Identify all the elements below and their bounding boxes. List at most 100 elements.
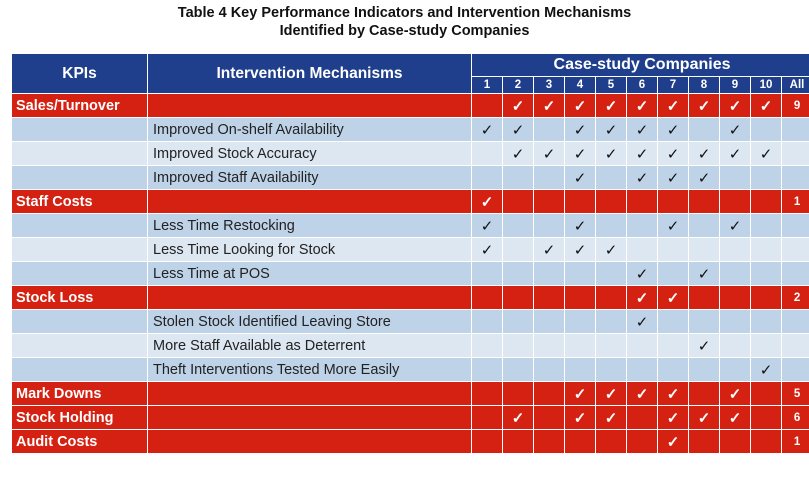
empty-cell — [719, 165, 751, 190]
kpi-table: KPIs Intervention Mechanisms Case-study … — [11, 53, 809, 454]
empty-cell — [750, 405, 782, 430]
empty-cell — [626, 213, 658, 238]
mechanism-row: Improved On-shelf Availability ✓ ✓ ✓ ✓ ✓ ✓ ✓ — [11, 117, 809, 142]
mechanism-empty-cell — [147, 405, 472, 430]
mechanism-row: Less Time Looking for Stock ✓ ✓ ✓ ✓ — [11, 237, 809, 262]
empty-cell — [533, 381, 565, 406]
check-icon-cell: ✓ — [595, 381, 627, 406]
empty-cell — [533, 213, 565, 238]
empty-cell — [564, 261, 596, 286]
empty-cell — [657, 333, 689, 358]
check-icon-cell: ✓ — [471, 213, 503, 238]
header-col-all: All — [780, 76, 809, 94]
check-icon-cell: ✓ — [626, 309, 658, 334]
kpi-empty-cell — [11, 165, 148, 190]
empty-cell — [657, 237, 689, 262]
kpi-row: Audit Costs ✓ 1 — [11, 429, 809, 454]
empty-cell — [688, 213, 720, 238]
empty-cell — [750, 429, 782, 454]
all-count: 5 — [780, 381, 809, 406]
empty-cell — [750, 165, 782, 190]
check-icon-cell: ✓ — [502, 141, 534, 166]
empty-cell — [533, 405, 565, 430]
check-icon-cell: ✓ — [657, 381, 689, 406]
header-col-8: 8 — [688, 76, 720, 94]
empty-cell — [626, 405, 658, 430]
check-icon-cell: ✓ — [688, 333, 720, 358]
empty-cell — [564, 429, 596, 454]
empty-cell — [626, 237, 658, 262]
all-count: 1 — [780, 429, 809, 454]
check-icon-cell: ✓ — [719, 213, 751, 238]
header-mechanisms: Intervention Mechanisms — [147, 53, 472, 94]
mechanism-empty-cell — [147, 285, 472, 310]
empty-cell — [502, 261, 534, 286]
empty-cell — [750, 117, 782, 142]
header-col-10: 10 — [750, 76, 782, 94]
all-empty-cell — [780, 309, 809, 334]
empty-cell — [471, 405, 503, 430]
empty-cell — [750, 381, 782, 406]
check-icon-cell: ✓ — [595, 141, 627, 166]
empty-cell — [688, 117, 720, 142]
all-empty-cell — [780, 237, 809, 262]
title-line-2: Identified by Case-study Companies — [279, 23, 530, 39]
check-icon-cell: ✓ — [564, 381, 596, 406]
check-icon-cell: ✓ — [688, 141, 720, 166]
check-icon-cell: ✓ — [533, 93, 565, 118]
empty-cell — [533, 309, 565, 334]
mechanism-row: More Staff Available as Deterrent ✓ — [11, 333, 809, 358]
check-icon-cell: ✓ — [564, 213, 596, 238]
check-icon-cell: ✓ — [657, 141, 689, 166]
kpi-empty-cell — [11, 357, 148, 382]
empty-cell — [502, 381, 534, 406]
check-icon-cell: ✓ — [471, 237, 503, 262]
check-icon-cell: ✓ — [502, 93, 534, 118]
empty-cell — [719, 189, 751, 214]
check-icon-cell: ✓ — [719, 141, 751, 166]
empty-cell — [595, 213, 627, 238]
empty-cell — [471, 141, 503, 166]
check-icon-cell: ✓ — [626, 93, 658, 118]
check-icon-cell: ✓ — [657, 117, 689, 142]
empty-cell — [533, 165, 565, 190]
empty-cell — [533, 261, 565, 286]
check-icon-cell: ✓ — [471, 117, 503, 142]
empty-cell — [719, 333, 751, 358]
empty-cell — [595, 333, 627, 358]
check-icon-cell: ✓ — [564, 117, 596, 142]
empty-cell — [657, 309, 689, 334]
empty-cell — [688, 357, 720, 382]
check-icon-cell: ✓ — [657, 165, 689, 190]
empty-cell — [502, 285, 534, 310]
empty-cell — [626, 189, 658, 214]
kpi-empty-cell — [11, 309, 148, 334]
empty-cell — [595, 261, 627, 286]
empty-cell — [595, 165, 627, 190]
all-empty-cell — [780, 165, 809, 190]
check-icon-cell: ✓ — [719, 117, 751, 142]
mechanism-label: Improved Stock Accuracy — [147, 141, 472, 166]
empty-cell — [533, 189, 565, 214]
empty-cell — [750, 237, 782, 262]
table-body: Sales/Turnover ✓ ✓ ✓ ✓ ✓ ✓ ✓ ✓ ✓ 9 Improved On-shel… — [11, 93, 809, 454]
empty-cell — [750, 213, 782, 238]
empty-cell — [595, 285, 627, 310]
empty-cell — [564, 285, 596, 310]
empty-cell — [471, 285, 503, 310]
mechanism-label: Improved On-shelf Availability — [147, 117, 472, 142]
mechanism-label: Less Time at POS — [147, 261, 472, 286]
empty-cell — [564, 357, 596, 382]
mechanism-empty-cell — [147, 429, 472, 454]
kpi-empty-cell — [11, 213, 148, 238]
empty-cell — [719, 309, 751, 334]
empty-cell — [471, 261, 503, 286]
all-count: 9 — [780, 93, 809, 118]
kpi-row: Sales/Turnover ✓ ✓ ✓ ✓ ✓ ✓ ✓ ✓ ✓ 9 — [11, 93, 809, 118]
empty-cell — [564, 309, 596, 334]
mechanism-row: Improved Stock Accuracy ✓ ✓ ✓ ✓ ✓ ✓ ✓ ✓ ✓ — [11, 141, 809, 166]
check-icon-cell: ✓ — [595, 237, 627, 262]
empty-cell — [750, 261, 782, 286]
mechanism-label: Less Time Restocking — [147, 213, 472, 238]
all-empty-cell — [780, 141, 809, 166]
